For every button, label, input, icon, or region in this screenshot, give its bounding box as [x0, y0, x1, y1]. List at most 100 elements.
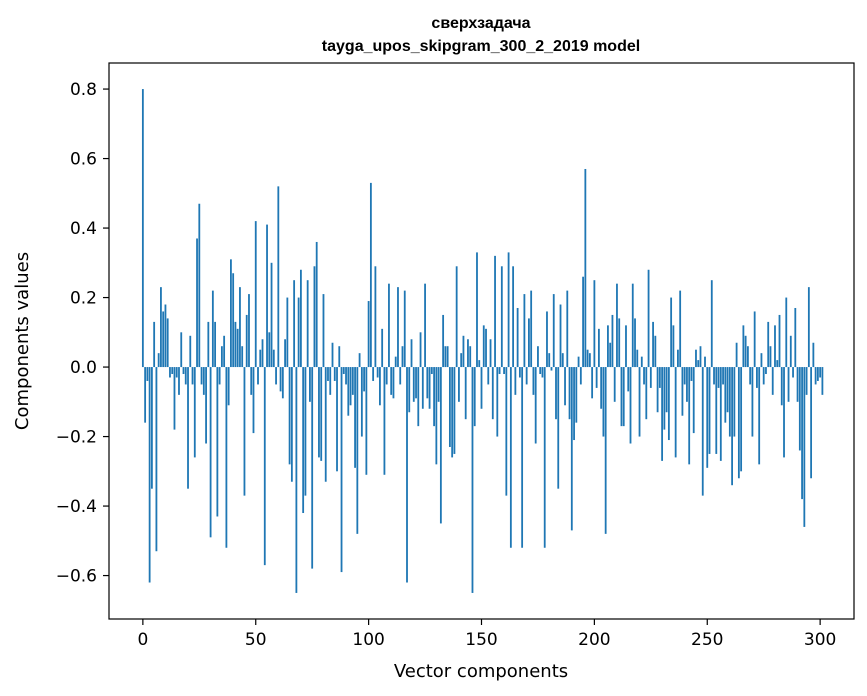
- bar: [654, 335, 657, 368]
- bar: [593, 280, 596, 368]
- bar: [421, 367, 424, 409]
- bar: [379, 367, 381, 406]
- bar: [448, 367, 451, 447]
- bar: [426, 367, 429, 399]
- bar: [311, 367, 314, 569]
- x-axis-ticks: 0 50 100 150 200 250 300: [137, 619, 836, 650]
- bar: [259, 349, 262, 368]
- bar: [424, 283, 426, 368]
- bar: [722, 367, 724, 385]
- bar: [778, 314, 781, 368]
- bar: [408, 367, 411, 413]
- x-tick-label: 50: [245, 630, 267, 650]
- bar: [241, 346, 244, 368]
- bar: [769, 346, 772, 368]
- bar: [805, 367, 808, 395]
- bar: [205, 367, 207, 444]
- bar: [708, 367, 711, 454]
- bar: [399, 367, 402, 385]
- bar: [324, 367, 327, 482]
- x-tick-label: 0: [137, 630, 148, 650]
- bar: [749, 367, 752, 385]
- bar: [719, 367, 722, 461]
- bar: [178, 367, 180, 395]
- bar: [277, 186, 280, 368]
- plot-frame: [108, 62, 855, 620]
- bar: [173, 367, 176, 430]
- bar: [320, 367, 323, 461]
- bar: [234, 321, 237, 368]
- bar: [672, 325, 675, 368]
- bar: [446, 346, 449, 368]
- bar: [257, 367, 259, 385]
- bar: [453, 367, 456, 454]
- bar: [762, 367, 765, 385]
- bar: [482, 325, 485, 368]
- bar: [279, 367, 282, 392]
- bar: [464, 367, 467, 420]
- bar: [489, 339, 492, 368]
- bar: [643, 367, 645, 385]
- bar: [193, 367, 196, 458]
- bar: [559, 304, 562, 368]
- bar: [227, 367, 230, 406]
- bar: [807, 287, 810, 368]
- bar: [701, 367, 704, 496]
- bar: [602, 367, 605, 437]
- bar: [160, 287, 162, 368]
- bar: [697, 360, 700, 368]
- bar: [579, 367, 582, 385]
- bar: [164, 304, 167, 368]
- bar: [286, 297, 289, 368]
- bar: [372, 367, 375, 381]
- x-tick-label: 300: [804, 630, 836, 650]
- bar: [162, 311, 165, 368]
- x-tick-label: 100: [352, 630, 384, 650]
- bar: [746, 346, 749, 368]
- bar: [629, 367, 632, 444]
- bar: [349, 367, 352, 406]
- bar: [789, 335, 792, 368]
- bar: [765, 367, 767, 375]
- bar: [329, 367, 332, 395]
- bar: [295, 367, 298, 593]
- bar: [480, 367, 483, 409]
- bar: [498, 367, 501, 375]
- bar: [342, 367, 345, 375]
- bar: [358, 353, 361, 368]
- bar: [792, 367, 794, 378]
- bar: [683, 367, 686, 385]
- bar: [435, 367, 438, 465]
- bar: [803, 367, 806, 527]
- bar: [695, 349, 697, 368]
- bar: [638, 367, 641, 437]
- bar: [692, 367, 695, 434]
- bar: [297, 297, 300, 368]
- bar: [670, 297, 673, 368]
- bar: [471, 367, 474, 593]
- bar: [710, 280, 713, 368]
- bar: [354, 367, 356, 468]
- bar: [207, 321, 210, 368]
- bar: [787, 367, 790, 402]
- y-tick-label: 0.0: [70, 358, 97, 378]
- bar: [548, 353, 551, 368]
- bar: [620, 367, 623, 427]
- bar: [369, 182, 372, 368]
- bar: [261, 339, 264, 368]
- bar: [182, 367, 185, 375]
- bar: [146, 367, 149, 381]
- bar: [681, 367, 684, 416]
- bar: [514, 367, 517, 395]
- bar: [153, 321, 156, 368]
- bar: [523, 294, 526, 368]
- bar: [677, 349, 679, 368]
- bar: [216, 367, 219, 517]
- bar: [780, 367, 783, 406]
- bar: [406, 367, 408, 583]
- bar: [385, 367, 388, 385]
- bar: [451, 367, 454, 458]
- bar: [767, 321, 770, 368]
- bar: [575, 367, 578, 423]
- bar: [232, 273, 235, 368]
